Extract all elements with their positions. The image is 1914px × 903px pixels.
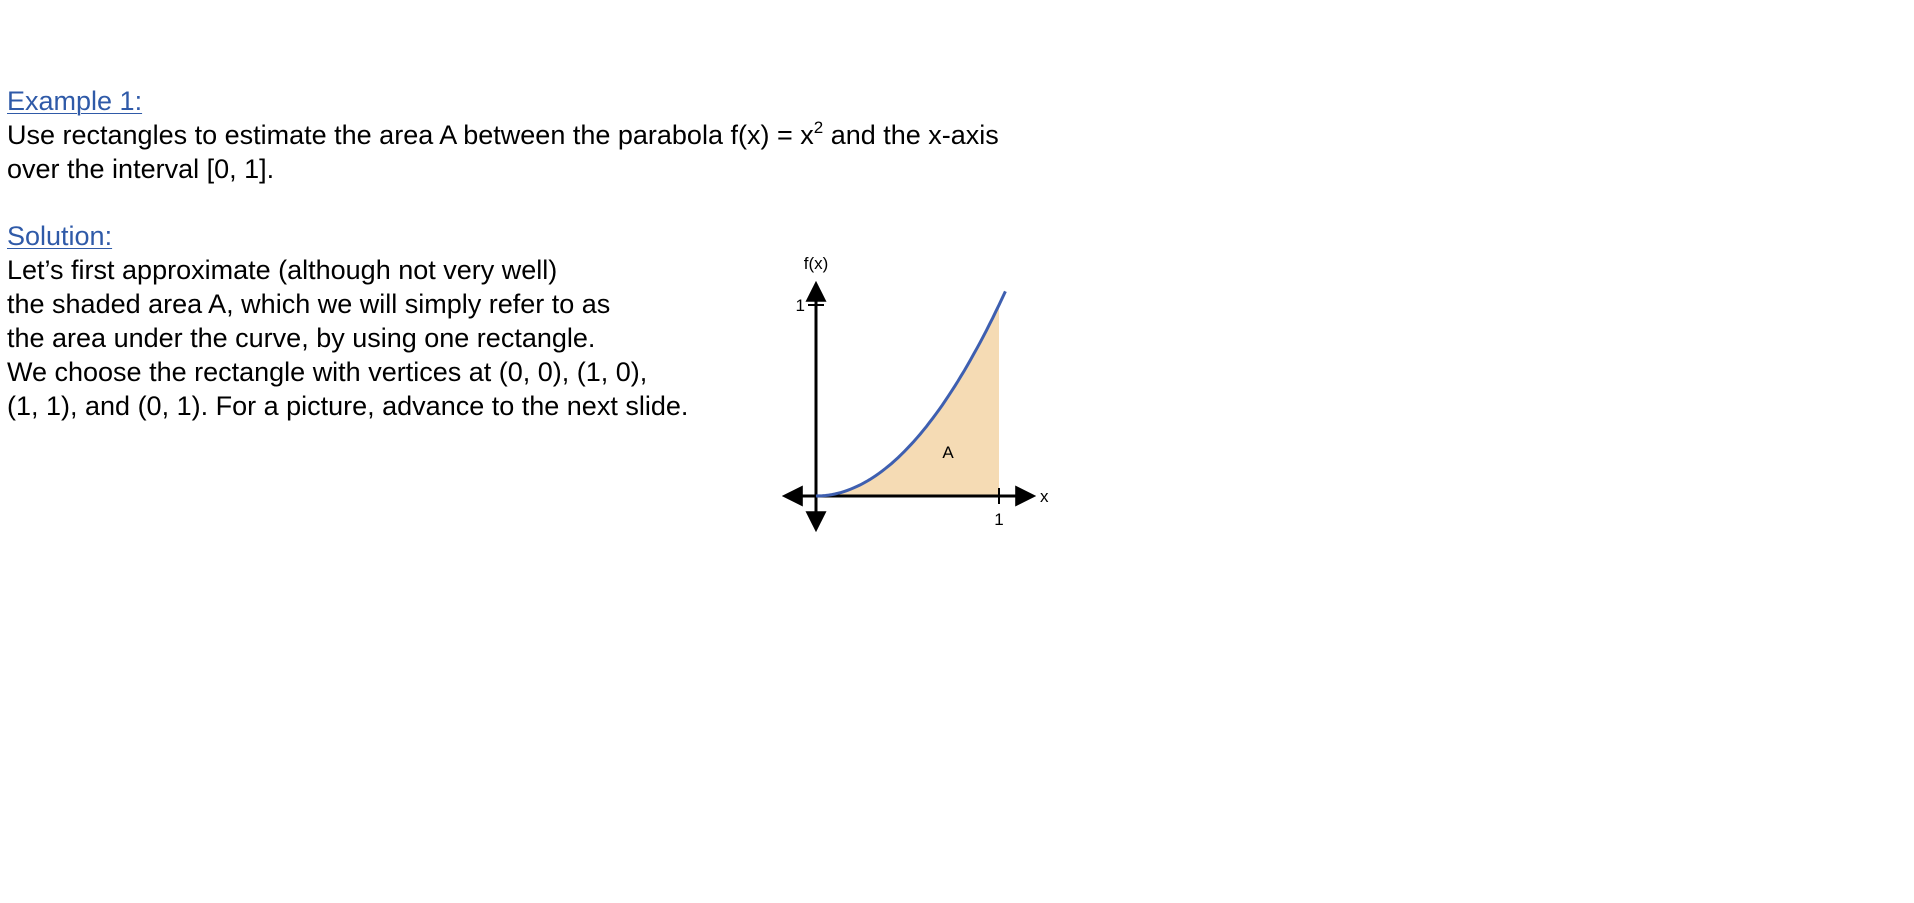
shaded-area xyxy=(816,305,999,496)
example-heading: Example 1: xyxy=(7,86,143,116)
problem-text-start: Use rectangles to estimate the area A be… xyxy=(7,120,814,150)
parabola-curve xyxy=(815,290,1007,498)
solution-text: Let’s first approximate (although not ve… xyxy=(7,253,688,423)
problem-line-1: Use rectangles to estimate the area A be… xyxy=(7,118,999,152)
area-label: A xyxy=(942,443,954,462)
exponent: 2 xyxy=(813,118,824,137)
problem-text-end: and the x-axis xyxy=(823,120,999,150)
problem-statement: Use rectangles to estimate the area A be… xyxy=(7,118,999,186)
x-axis-label: x xyxy=(1040,487,1049,506)
solution-line: We choose the rectangle with vertices at… xyxy=(7,357,648,387)
solution-heading: Solution: xyxy=(7,221,113,251)
solution-line: the area under the curve, by using one r… xyxy=(7,323,596,353)
y-tick-label: 1 xyxy=(796,296,805,315)
x-tick-label: 1 xyxy=(994,510,1003,529)
problem-line-2: over the interval [0, 1]. xyxy=(7,154,275,184)
solution-line: the shaded area A, which we will simply … xyxy=(7,289,611,319)
solution-line: (1, 1), and (0, 1). For a picture, advan… xyxy=(7,391,689,421)
parabola-graph: f(x) x 1 1 A xyxy=(781,254,1049,533)
y-axis-label: f(x) xyxy=(804,254,829,273)
solution-line: Let’s first approximate (although not ve… xyxy=(7,255,558,285)
